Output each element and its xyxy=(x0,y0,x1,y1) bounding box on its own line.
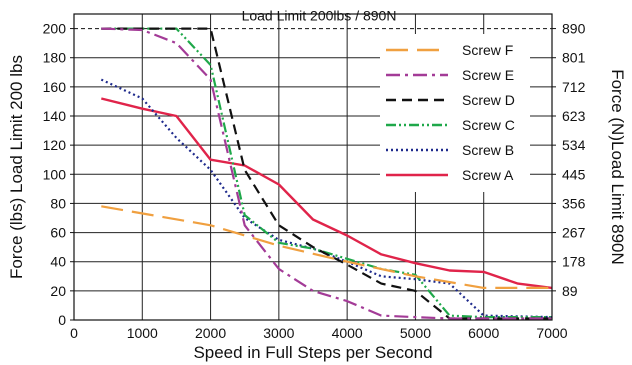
y-tick-label: 200 xyxy=(43,21,67,37)
x-tick-label: 7000 xyxy=(536,325,567,341)
y-tick-label: 180 xyxy=(43,50,67,66)
y-tick-label: 120 xyxy=(43,137,67,153)
legend-label: Screw B xyxy=(462,142,514,158)
series-line-screw-e xyxy=(101,27,552,320)
x-tick-label: 5000 xyxy=(400,325,431,341)
y-tick-label: 40 xyxy=(50,254,66,270)
x-tick-label: 0 xyxy=(70,325,78,341)
y-tick-label: 100 xyxy=(43,166,67,182)
legend-label: Screw E xyxy=(462,67,514,83)
y2-tick-label: 623 xyxy=(562,108,586,124)
y2-tick-label: 267 xyxy=(562,225,586,241)
y-axis-title: Force (lbs) Load Limit 200 lbs xyxy=(7,55,26,279)
y2-tick-label: 712 xyxy=(562,79,586,95)
series-line-screw-d xyxy=(101,27,552,320)
y-tick-label: 80 xyxy=(50,195,66,211)
y-tick-labels: 0 20 40 60 80 100 120 140 160 180 200 xyxy=(43,21,74,328)
y2-tick-label: 356 xyxy=(562,195,586,211)
legend-label: Screw F xyxy=(462,42,513,58)
y-tick-label: 60 xyxy=(50,225,66,241)
legend-label: Screw A xyxy=(462,167,514,183)
y2-tick-labels: 89 178 267 356 445 534 623 712 801 890 xyxy=(552,21,586,299)
legend-label: Screw D xyxy=(462,92,515,108)
legend-box xyxy=(380,34,530,192)
x-tick-label: 4000 xyxy=(332,325,363,341)
y2-tick-label: 801 xyxy=(562,50,586,66)
y2-tick-label: 89 xyxy=(562,283,578,299)
plot-frame xyxy=(73,13,553,321)
series-line-screw-b xyxy=(100,78,553,319)
series-line-screw-c xyxy=(101,27,552,319)
series-line-screw-f xyxy=(101,205,552,289)
y2-axis-title: Force (N)Load Limit 890N xyxy=(608,69,627,265)
load-limit-annotation: Load Limit 200lbs / 890N xyxy=(242,8,397,24)
y2-tick-label: 534 xyxy=(562,137,586,153)
y-tick-label: 140 xyxy=(43,108,67,124)
x-tick-label: 1000 xyxy=(127,325,158,341)
y-tick-label: 20 xyxy=(50,283,66,299)
legend: Screw F Screw E Screw D Screw C Screw B Screw… xyxy=(386,42,515,183)
y-tick-label: 160 xyxy=(43,79,67,95)
x-tick-label: 6000 xyxy=(468,325,499,341)
series-line-screw-a xyxy=(101,97,553,290)
x-tick-label: 3000 xyxy=(263,325,294,341)
x-tick-labels: 0 1000 2000 3000 4000 5000 6000 7000 xyxy=(70,325,568,341)
y2-tick-label: 445 xyxy=(562,166,586,182)
y2-tick-label: 890 xyxy=(562,21,586,37)
x-axis-title: Speed in Full Steps per Second xyxy=(193,343,432,362)
y2-tick-label: 178 xyxy=(562,254,586,270)
legend-label: Screw C xyxy=(462,117,515,133)
series-layer xyxy=(100,27,553,320)
x-tick-label: 2000 xyxy=(195,325,226,341)
y-tick-label: 0 xyxy=(58,312,66,328)
